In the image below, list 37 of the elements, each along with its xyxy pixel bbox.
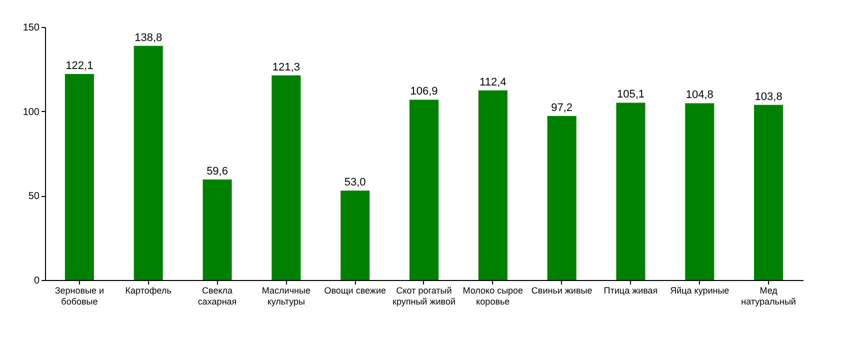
x-tick-label: Яйца куриные bbox=[670, 286, 730, 296]
bar bbox=[616, 102, 646, 280]
data-label: 122,1 bbox=[66, 60, 94, 72]
bar bbox=[134, 46, 163, 280]
bar bbox=[754, 104, 784, 280]
x-tick-label: Зерновые и бобовые bbox=[54, 286, 104, 306]
data-label: 104,8 bbox=[686, 89, 714, 102]
data-label: 106,9 bbox=[410, 86, 438, 98]
y-tick-label: 100 bbox=[22, 106, 40, 118]
bar bbox=[685, 103, 714, 280]
x-tick-label: Масличные культуры bbox=[262, 286, 310, 306]
y-tick-label: 0 bbox=[34, 276, 40, 286]
y-tick-label: 150 bbox=[22, 22, 40, 34]
data-label: 59,6 bbox=[206, 165, 228, 178]
x-tick-label: Свиньи живые bbox=[531, 286, 592, 296]
bar bbox=[340, 190, 370, 280]
data-label: 103,8 bbox=[754, 90, 782, 103]
bar bbox=[478, 90, 508, 280]
bar bbox=[272, 75, 301, 280]
data-label: 105,1 bbox=[616, 88, 644, 101]
data-label: 53,0 bbox=[344, 176, 366, 189]
x-tick-label: Картофель bbox=[125, 286, 172, 296]
data-label: 138,8 bbox=[134, 32, 162, 44]
x-tick-label: Скот рогатый крупный живой bbox=[392, 286, 456, 306]
data-label: 112,4 bbox=[480, 76, 506, 88]
x-tick-label: Молоко сырое коровье bbox=[462, 286, 524, 306]
data-label: 121,3 bbox=[272, 61, 300, 74]
bar bbox=[64, 74, 94, 280]
x-tick-label: Мед натуральный bbox=[741, 286, 796, 306]
bar bbox=[410, 100, 438, 280]
data-label: 97,2 bbox=[551, 102, 573, 114]
x-tick-label: Птица живая bbox=[604, 286, 658, 296]
x-tick-label: Свекла сахарная bbox=[198, 286, 237, 306]
bar bbox=[202, 179, 232, 280]
bar bbox=[547, 116, 576, 280]
x-tick-label: Овощи свежие bbox=[324, 286, 386, 296]
y-tick-label: 50 bbox=[28, 191, 40, 202]
